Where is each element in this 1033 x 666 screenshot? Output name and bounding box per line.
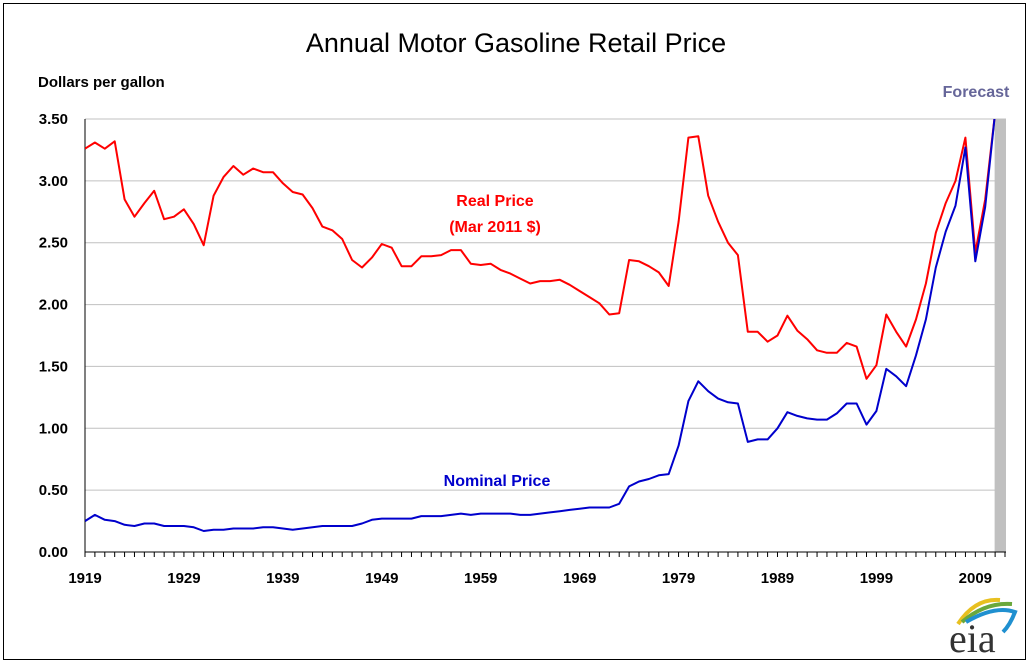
y-tick-label: 1.50 <box>39 358 68 375</box>
x-tick-label: 1999 <box>860 570 893 587</box>
y-tick-label: 2.50 <box>39 235 68 252</box>
y-tick-label: 3.00 <box>39 173 68 190</box>
nominal-price-label: Nominal Price <box>444 473 551 490</box>
chart-title: Annual Motor Gasoline Retail Price <box>306 28 726 58</box>
real-price-sublabel: (Mar 2011 $) <box>449 219 541 236</box>
x-tick-label: 1939 <box>266 570 299 587</box>
y-tick-label: 2.00 <box>39 297 68 314</box>
svg-text:eia: eia <box>949 616 996 661</box>
x-tick-label: 1969 <box>563 570 596 587</box>
x-tick-label: 1959 <box>464 570 497 587</box>
chart-frame <box>3 3 1026 660</box>
real-price-line <box>85 119 996 380</box>
x-tick-label: 1949 <box>365 570 398 587</box>
eia-logo: eia <box>949 597 1018 661</box>
y-tick-label: 0.00 <box>39 544 68 561</box>
forecast-shade <box>994 119 1006 552</box>
x-tick-label: 2009 <box>959 570 992 587</box>
y-axis-label: Dollars per gallon <box>38 74 165 91</box>
y-tick-label: 0.50 <box>39 482 68 499</box>
x-tick-label: 1979 <box>662 570 695 587</box>
nominal-price-line <box>85 119 996 532</box>
x-tick-label: 1919 <box>68 570 101 587</box>
x-tick-label: 1929 <box>167 570 200 587</box>
real-price-label: Real Price <box>456 193 533 210</box>
y-tick-label: 3.50 <box>39 111 68 128</box>
forecast-label: Forecast <box>943 84 1010 101</box>
y-tick-label: 1.00 <box>39 420 68 437</box>
x-tick-label: 1989 <box>761 570 794 587</box>
